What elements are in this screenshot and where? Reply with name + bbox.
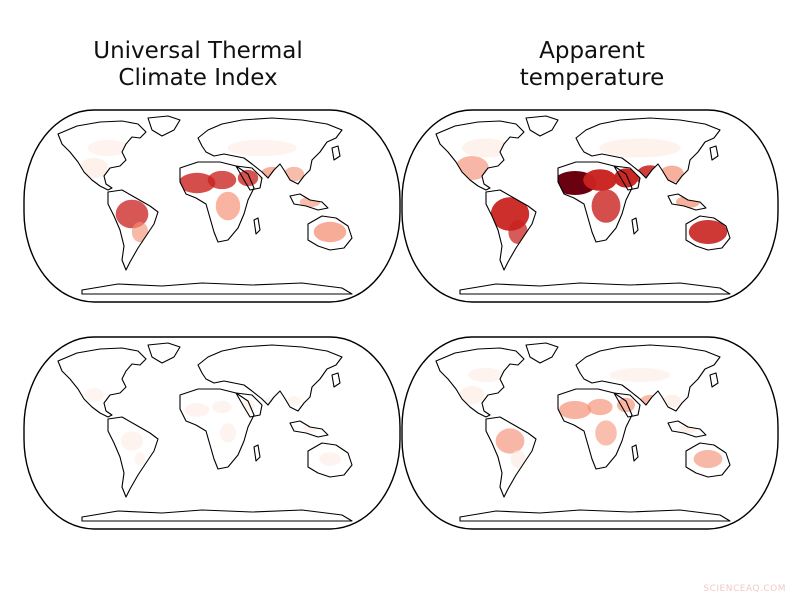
coastline-indonesia [289,420,329,438]
heat-region [583,169,617,191]
coastline-japan [331,372,341,388]
coastline-indonesia [667,193,707,211]
coastline-africa [557,388,633,470]
coastline-australia [307,442,353,478]
map-apparent-temperature-bottom [400,335,780,531]
heat-region [468,367,504,383]
map-apparent-temperature-top [400,108,780,304]
coastline-madagascar [631,444,639,462]
coastline-australia [685,442,731,478]
heat-region [688,220,728,244]
heat-region [609,367,671,383]
title-utci: Universal Thermal Climate Index [93,38,303,91]
coastline-arabia [613,392,641,418]
coastline-europe-asia [575,117,721,185]
coastline-japan [331,145,341,161]
heat-region [591,189,621,223]
heat-region [663,394,681,408]
heat-region [131,221,149,243]
world-map-svg [401,109,779,303]
coastline-south-america [107,416,159,498]
coastline-south-america [107,189,159,271]
coastline-arabia [235,392,263,418]
heat-region [287,396,301,406]
heat-region [495,428,525,454]
coastline-north-america [57,120,147,191]
world-map-svg [23,109,401,303]
heat-region [693,450,723,468]
coastline-africa [179,388,255,470]
coastline-antarctica [81,509,353,522]
heat-region [595,420,617,446]
heat-region [79,157,109,179]
coastline-africa [179,161,255,243]
heat-region [215,191,241,221]
coastline-greenland [525,342,559,364]
world-map-svg [23,336,401,530]
coastline-africa [557,161,633,243]
watermark: SCIENCEAQ.COM [703,584,786,594]
world-map-svg [401,336,779,530]
heat-region [318,452,342,466]
heat-region [558,401,592,419]
map-frame [23,109,401,303]
coastline-madagascar [253,444,261,462]
coastline-japan [709,145,719,161]
coastline-north-america [435,120,525,191]
heat-region [599,138,681,158]
coastline-greenland [147,115,181,137]
heat-region [212,400,232,414]
coastline-greenland [525,115,559,137]
map-frame [23,336,401,530]
heat-region [237,169,259,187]
map-utci-bottom [22,335,402,531]
heat-region [134,452,146,466]
heat-layer [459,367,723,468]
heat-region [87,139,129,157]
coastline-north-america [435,347,525,418]
coastline-south-america [485,189,537,271]
heat-region [219,423,237,443]
coastline-indonesia [667,420,707,438]
coastline-europe-asia [197,344,343,412]
coastline-antarctica [459,282,731,295]
heat-region [617,397,635,413]
heat-region [462,138,510,158]
heat-region [120,431,144,451]
coastline-madagascar [631,217,639,235]
coastline-north-america [57,347,147,418]
heat-region [178,172,216,194]
heat-region [510,450,526,468]
map-frame [401,336,779,530]
coastline-australia [685,215,731,251]
heat-region [614,168,638,188]
heat-region [184,403,210,417]
coastline-madagascar [253,217,261,235]
coastline-south-america [485,416,537,498]
coastline-indonesia [289,193,329,211]
heat-region [207,170,237,190]
coastline-antarctica [81,282,353,295]
heat-region [313,221,347,243]
title-apparent-temperature: Apparent temperature [519,38,665,91]
heat-region [115,199,149,229]
coastline-europe-asia [197,117,343,185]
coastline-australia [307,215,353,251]
heat-region [227,139,297,157]
heat-region [459,386,485,404]
coastline-arabia [613,165,641,191]
map-utci-top [22,108,402,304]
coastline-japan [709,372,719,388]
map-frame [401,109,779,303]
coastline-europe-asia [575,344,721,412]
coastline-arabia [235,165,263,191]
coastline-antarctica [459,509,731,522]
heat-region [587,398,613,416]
heat-region [84,388,104,402]
coastline-greenland [147,342,181,364]
